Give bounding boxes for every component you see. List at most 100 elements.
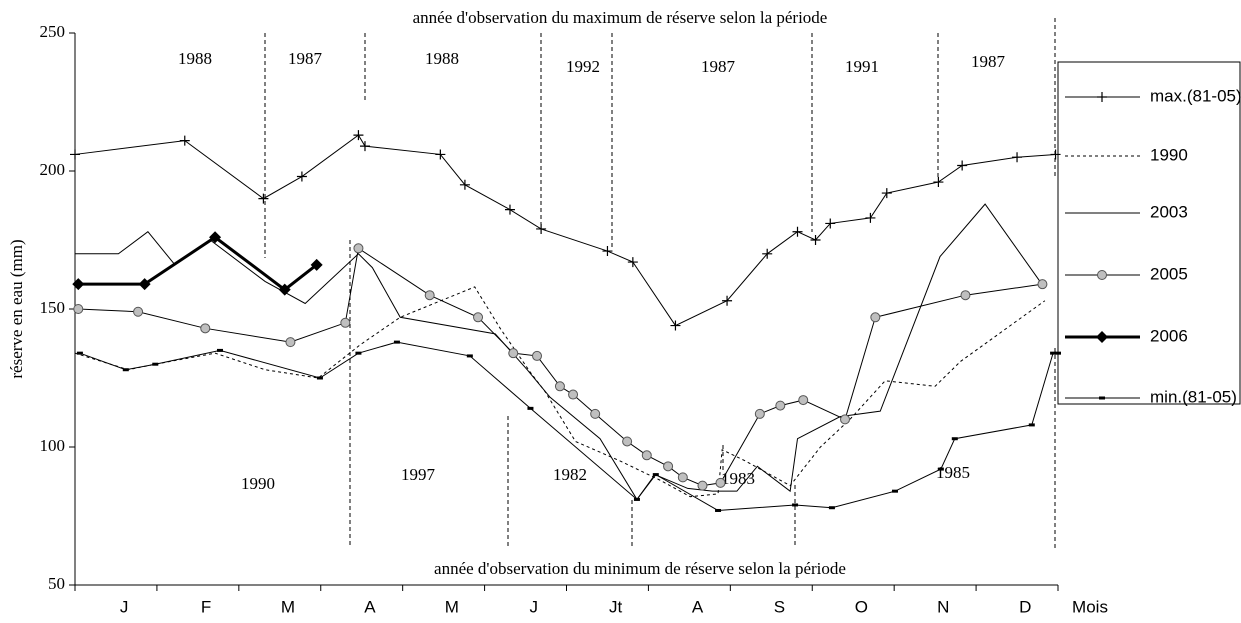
point — [216, 348, 223, 352]
point — [393, 340, 400, 344]
point — [697, 480, 708, 491]
point — [641, 450, 652, 461]
series-line — [78, 235, 318, 292]
point — [554, 381, 565, 392]
point — [1050, 351, 1057, 355]
x-tick-label: F — [201, 597, 211, 616]
series-line — [74, 286, 1046, 498]
point — [133, 306, 144, 317]
point — [285, 337, 296, 348]
point — [200, 323, 211, 334]
point — [652, 473, 659, 477]
legend-label: 2003 — [1150, 202, 1188, 221]
point — [466, 354, 473, 358]
min-year: 1983 — [721, 469, 755, 488]
point — [633, 497, 640, 501]
point — [359, 141, 370, 152]
point — [865, 212, 876, 223]
point — [590, 408, 601, 419]
point — [353, 130, 364, 141]
point — [951, 437, 958, 441]
bottom-note: année d'observation du minimum de réserv… — [434, 559, 846, 578]
x-tick-label: J — [120, 597, 129, 616]
x-tick-label: J — [529, 597, 538, 616]
point — [278, 283, 291, 296]
y-tick-label: 150 — [40, 298, 66, 317]
point — [715, 477, 726, 488]
point — [602, 246, 613, 257]
min-year: 1985 — [936, 463, 970, 482]
top-note: année d'observation du maximum de réserv… — [413, 8, 828, 27]
point — [340, 317, 351, 328]
x-tick-label: A — [692, 597, 704, 616]
max-year: 1991 — [845, 57, 879, 76]
point — [715, 508, 722, 512]
point — [122, 368, 129, 372]
y-tick-label: 250 — [40, 22, 66, 41]
point — [504, 204, 515, 215]
point — [937, 467, 944, 471]
point — [810, 235, 821, 245]
point — [152, 362, 159, 366]
point — [424, 290, 435, 301]
point — [677, 472, 688, 483]
point — [1037, 279, 1048, 290]
point — [825, 218, 836, 229]
x-tick-label: Jt — [609, 597, 623, 616]
x-tick-label: S — [774, 597, 785, 616]
min-year: 1982 — [553, 465, 587, 484]
point — [762, 248, 773, 259]
point — [209, 231, 222, 244]
point — [296, 171, 307, 182]
min-year: 1990 — [241, 474, 275, 493]
legend-label: 1990 — [1150, 145, 1188, 164]
point — [316, 376, 323, 380]
point — [722, 295, 733, 306]
min-year: 1997 — [401, 465, 436, 484]
point — [754, 408, 765, 419]
point — [73, 304, 84, 314]
max-year: 1988 — [425, 49, 459, 68]
point — [891, 489, 898, 493]
point — [1050, 149, 1061, 160]
legend-marker — [1097, 270, 1107, 280]
point — [627, 257, 638, 268]
point — [435, 149, 446, 160]
point — [355, 351, 362, 355]
legend-label: 2006 — [1150, 326, 1188, 345]
point — [532, 350, 543, 361]
series-line — [74, 134, 1056, 327]
point — [310, 258, 323, 271]
point — [840, 414, 851, 425]
max-year: 1992 — [566, 57, 600, 76]
point — [179, 135, 190, 146]
x-tick-label: M — [445, 597, 459, 616]
point — [72, 278, 85, 291]
point — [870, 312, 881, 323]
point — [1012, 152, 1023, 163]
point — [473, 312, 484, 323]
legend-marker — [1099, 396, 1105, 400]
point — [960, 290, 971, 301]
point — [527, 406, 534, 410]
max-year: 1987 — [971, 52, 1006, 71]
point — [775, 400, 786, 411]
point — [536, 223, 547, 234]
point — [663, 461, 674, 472]
point — [1055, 351, 1061, 355]
point — [792, 226, 803, 237]
point — [670, 320, 681, 331]
x-tick-label: O — [855, 597, 868, 616]
x-tick-label: M — [281, 597, 295, 616]
point — [508, 348, 519, 359]
max-year: 1988 — [178, 49, 212, 68]
legend-marker — [1097, 92, 1107, 102]
x-axis-label: Mois — [1072, 597, 1108, 616]
series-line — [79, 341, 1058, 511]
point — [1028, 423, 1035, 427]
legend-label: 2005 — [1150, 264, 1188, 283]
point — [798, 395, 809, 406]
y-tick-label: 200 — [40, 160, 66, 179]
point — [957, 160, 968, 171]
